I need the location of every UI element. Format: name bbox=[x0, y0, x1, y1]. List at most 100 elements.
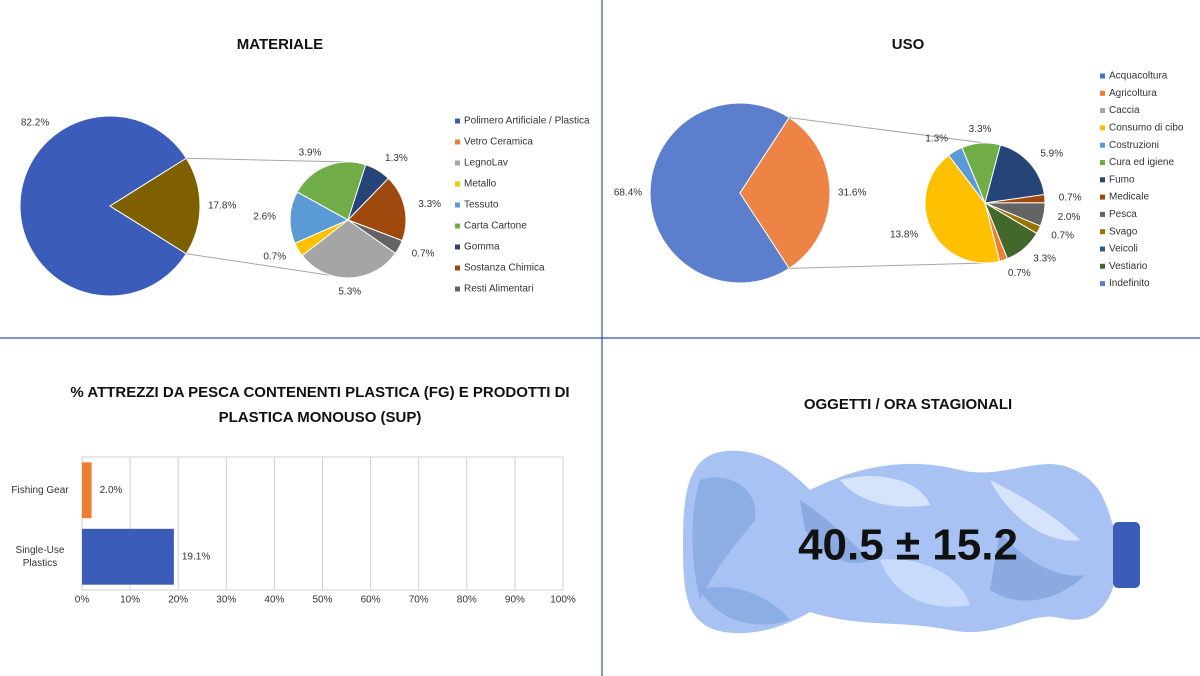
pie-slice bbox=[984, 144, 1045, 204]
y-tick-label: Fishing Gear bbox=[11, 484, 69, 496]
x-tick-label: 20% bbox=[168, 595, 188, 606]
legend-label: Caccia bbox=[1109, 105, 1140, 116]
x-tick-label: 90% bbox=[505, 595, 525, 606]
legend-swatch bbox=[1100, 73, 1105, 79]
data-label: 3.3% bbox=[1033, 254, 1056, 265]
data-label: 0.7% bbox=[1008, 268, 1031, 279]
chart-title: USO bbox=[892, 36, 925, 53]
legend-swatch bbox=[455, 118, 460, 124]
legend-label: Vestiario bbox=[1109, 261, 1148, 272]
legend-label: Consumo di cibo bbox=[1109, 123, 1184, 134]
data-label: 2.0% bbox=[100, 485, 123, 496]
legend-swatch bbox=[455, 181, 460, 187]
legend-label: Veicoli bbox=[1109, 244, 1138, 255]
data-label: 3.9% bbox=[299, 148, 322, 159]
chart-title: MATERIALE bbox=[237, 36, 323, 53]
x-tick-label: 0% bbox=[75, 595, 90, 606]
legend-swatch bbox=[1100, 125, 1105, 131]
legend-swatch bbox=[1100, 108, 1105, 114]
legend-label: Tessuto bbox=[464, 200, 499, 211]
x-tick-label: 100% bbox=[550, 595, 576, 606]
connector bbox=[789, 262, 986, 269]
x-tick-label: 40% bbox=[264, 595, 284, 606]
legend-swatch bbox=[1100, 281, 1105, 287]
legend-swatch bbox=[1100, 177, 1105, 183]
data-label: 82.2% bbox=[21, 117, 49, 128]
legend-swatch bbox=[1100, 229, 1105, 235]
legend-label: Pesca bbox=[1109, 209, 1137, 220]
legend-swatch bbox=[455, 265, 460, 271]
pie-slice bbox=[739, 116, 831, 270]
legend-label: Gomma bbox=[464, 242, 500, 253]
legend-swatch bbox=[455, 160, 460, 166]
legend-label: Fumo bbox=[1109, 174, 1135, 185]
data-label: 17.8% bbox=[208, 201, 236, 212]
bar bbox=[82, 528, 174, 585]
legend-swatch bbox=[455, 139, 460, 145]
connector bbox=[186, 157, 349, 163]
legend-label: Carta Cartone bbox=[464, 221, 527, 232]
data-label: 13.8% bbox=[890, 230, 918, 241]
data-label: 5.3% bbox=[338, 287, 361, 298]
kpi-value: 40.5 ± 15.2 bbox=[798, 521, 1018, 570]
legend-swatch bbox=[455, 244, 460, 250]
pie-slice bbox=[296, 161, 367, 221]
data-label: 3.3% bbox=[418, 199, 441, 210]
data-label: 19.1% bbox=[182, 551, 210, 562]
legend-label: Indefinito bbox=[1109, 278, 1150, 289]
data-label: 0.7% bbox=[263, 251, 286, 262]
legend-swatch bbox=[455, 223, 460, 229]
legend-label: Resti Alimentari bbox=[464, 284, 533, 295]
data-label: 2.0% bbox=[1058, 212, 1081, 223]
pie-slice bbox=[983, 201, 1038, 260]
pie-slice bbox=[109, 157, 201, 255]
legend-swatch bbox=[1100, 211, 1105, 217]
data-label: 1.3% bbox=[385, 153, 408, 164]
legend-swatch bbox=[1100, 90, 1105, 96]
legend-label: Polimero Artificiale / Plastica bbox=[464, 116, 590, 127]
pie-slice bbox=[19, 115, 187, 297]
bottle bbox=[683, 450, 1140, 634]
pie-slice bbox=[924, 154, 1001, 264]
legend-label: Costruzioni bbox=[1109, 140, 1159, 151]
legend-label: Acquacoltura bbox=[1109, 71, 1168, 82]
data-label: 3.3% bbox=[969, 124, 992, 135]
legend-swatch bbox=[1100, 246, 1105, 252]
legend-label: Sostanza Chimica bbox=[464, 263, 545, 274]
x-tick-label: 70% bbox=[409, 595, 429, 606]
connector bbox=[789, 117, 986, 144]
data-label: 0.7% bbox=[412, 248, 435, 259]
x-tick-label: 50% bbox=[312, 595, 332, 606]
x-tick-label: 10% bbox=[120, 595, 140, 606]
pie-slice bbox=[649, 102, 790, 284]
legend-swatch bbox=[1100, 142, 1105, 148]
legend-swatch bbox=[455, 286, 460, 292]
legend-label: Vetro Ceramica bbox=[464, 137, 533, 148]
pie-slice bbox=[301, 219, 397, 279]
data-label: 1.3% bbox=[925, 134, 948, 145]
legend-label: Medicale bbox=[1109, 192, 1149, 203]
legend-label: LegnoLav bbox=[464, 158, 508, 169]
data-label: 31.6% bbox=[838, 188, 866, 199]
legend-swatch bbox=[1100, 194, 1105, 200]
data-label: 2.6% bbox=[253, 211, 276, 222]
legend-swatch bbox=[1100, 263, 1105, 269]
x-tick-label: 30% bbox=[216, 595, 236, 606]
x-tick-label: 80% bbox=[457, 595, 477, 606]
legend-label: Svago bbox=[1109, 226, 1138, 237]
pie-slice bbox=[347, 219, 403, 254]
x-tick-label: 60% bbox=[361, 595, 381, 606]
legend-label: Metallo bbox=[464, 179, 497, 190]
bar bbox=[82, 462, 92, 519]
kpi-title: OGGETTI / ORA STAGIONALI bbox=[804, 396, 1012, 413]
data-label: 68.4% bbox=[614, 188, 642, 199]
data-label: 0.7% bbox=[1059, 192, 1082, 203]
legend-swatch bbox=[1100, 160, 1105, 165]
connector bbox=[186, 253, 349, 279]
legend-swatch bbox=[455, 202, 460, 208]
data-label: 5.9% bbox=[1040, 149, 1063, 160]
chart-title: % ATTREZZI DA PESCA CONTENENTI PLASTICA … bbox=[70, 384, 570, 426]
data-label: 0.7% bbox=[1051, 231, 1074, 242]
